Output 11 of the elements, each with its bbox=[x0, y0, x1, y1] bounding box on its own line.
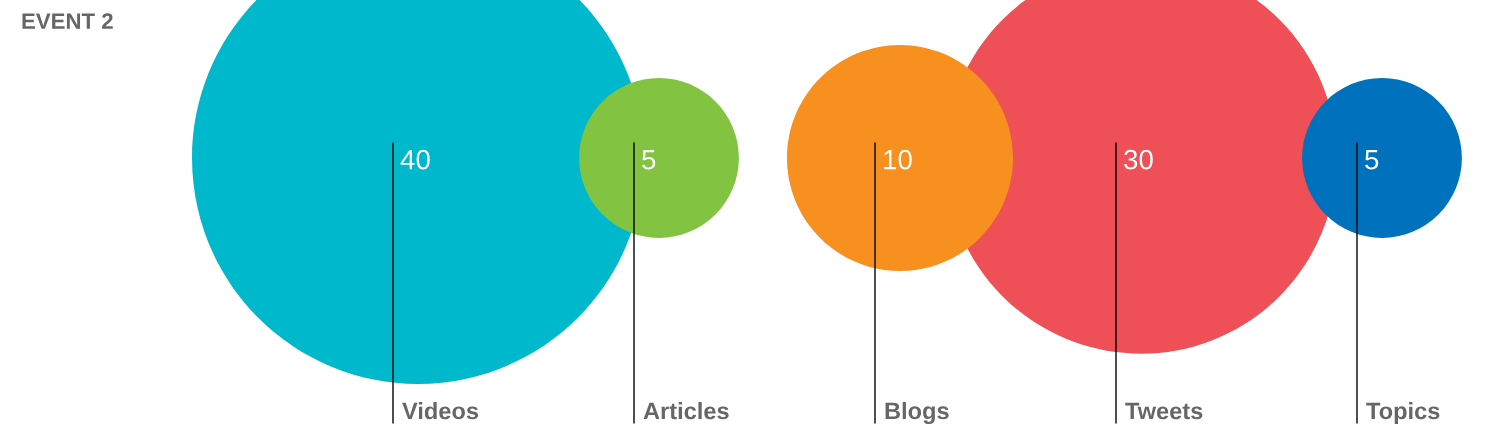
data-label: 5 bbox=[1365, 150, 1379, 170]
category-label: Blogs bbox=[885, 401, 949, 425]
category-label: Tweets bbox=[1125, 402, 1203, 420]
data-label: 10 bbox=[884, 149, 912, 170]
data-label: 40 bbox=[400, 149, 430, 170]
data-label: 30 bbox=[1124, 149, 1153, 170]
category-label: Articles bbox=[643, 401, 729, 420]
category-label: Topics bbox=[1366, 401, 1440, 424]
category-label: Videos bbox=[402, 401, 479, 420]
data-label: 5 bbox=[642, 150, 656, 170]
text: EVENT 2 bbox=[22, 13, 113, 29]
